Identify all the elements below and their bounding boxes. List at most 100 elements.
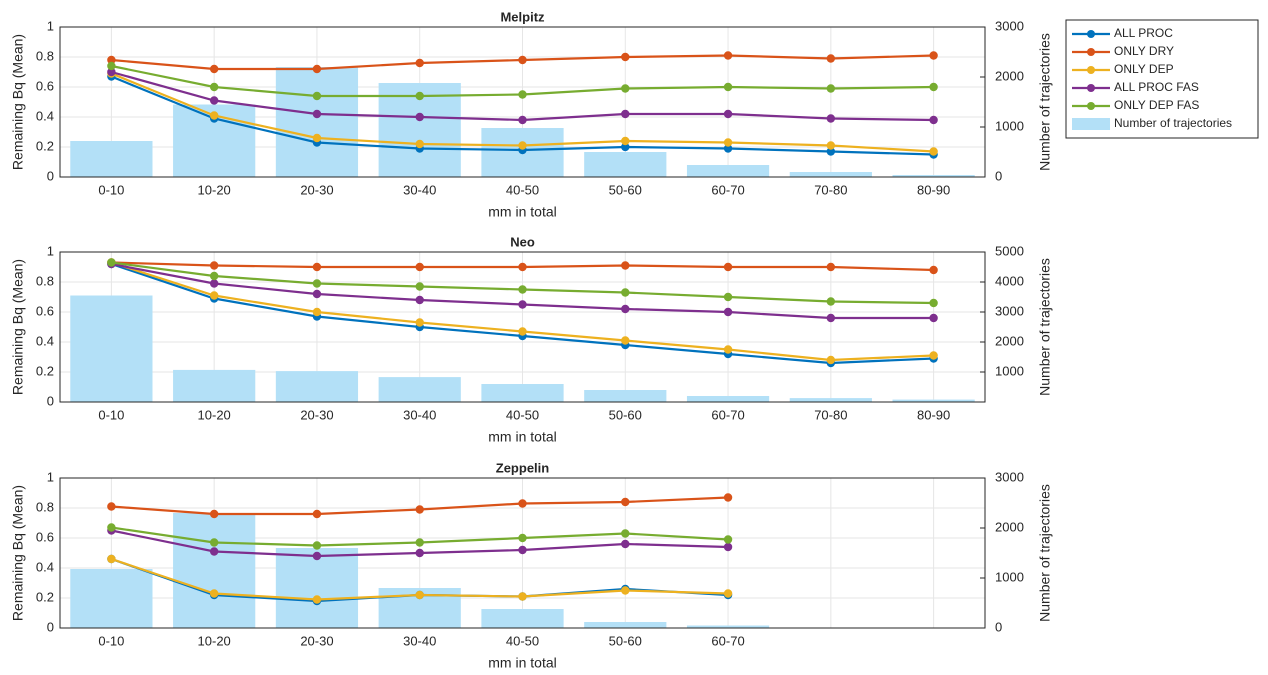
marker (929, 147, 938, 156)
y-tick-label: 0.8 (36, 273, 54, 288)
marker (826, 114, 836, 123)
marker (621, 288, 630, 297)
x-tick-label: 60-70 (711, 633, 744, 648)
marker (312, 595, 322, 604)
marker (415, 505, 424, 514)
bar (686, 625, 770, 628)
x-tick-label: 10-20 (198, 633, 231, 648)
legend-marker (1087, 66, 1095, 74)
bar (481, 384, 564, 402)
x-tick-label: 30-40 (403, 182, 436, 197)
legend-label: ONLY DEP (1114, 62, 1174, 76)
marker (723, 589, 733, 598)
marker (209, 291, 219, 300)
y-tick-label: 1 (47, 243, 54, 258)
x-tick-label: 60-70 (711, 182, 744, 197)
marker (723, 262, 733, 272)
y-axis-label: Remaining Bq (Mean) (10, 34, 26, 170)
chart-title: Melpitz (500, 9, 545, 24)
marker (621, 586, 630, 595)
x-tick-label: 20-30 (300, 407, 333, 422)
y2-tick-label: 1000 (995, 569, 1024, 584)
marker (826, 262, 836, 272)
x-tick-label: 10-20 (198, 407, 231, 422)
x-tick-label: 70-80 (814, 182, 847, 197)
marker (621, 261, 630, 270)
marker (518, 115, 527, 125)
x-axis-label: mm in total (488, 429, 556, 445)
bar (686, 396, 770, 402)
x-tick-label: 80-90 (917, 407, 950, 422)
bar (275, 371, 359, 402)
marker (312, 541, 322, 550)
bar (584, 152, 667, 177)
bar (892, 399, 975, 402)
marker (415, 58, 424, 68)
marker (415, 318, 424, 327)
bar (173, 369, 256, 402)
legend-label: Number of trajectories (1114, 116, 1232, 130)
marker (621, 529, 630, 538)
y2-axis-label: Number of trajectories (1037, 33, 1053, 171)
marker (107, 523, 116, 532)
marker (621, 52, 630, 62)
marker (415, 590, 424, 600)
marker (415, 538, 424, 547)
legend-marker (1087, 84, 1095, 92)
marker (621, 304, 630, 314)
y2-tick-label: 3000 (995, 469, 1024, 484)
marker (209, 279, 219, 288)
marker (312, 262, 322, 272)
y2-tick-label: 1000 (995, 118, 1024, 133)
marker (723, 82, 733, 92)
marker (621, 539, 630, 549)
x-tick-label: 0-10 (98, 633, 124, 648)
x-tick-label: 30-40 (403, 633, 436, 648)
bar (70, 295, 153, 402)
marker (312, 64, 322, 74)
y-tick-label: 0 (47, 393, 54, 408)
marker (723, 51, 733, 60)
marker (518, 545, 527, 555)
legend-swatch (1072, 118, 1110, 130)
x-tick-label: 80-90 (917, 182, 950, 197)
bar (892, 175, 975, 177)
marker (209, 589, 219, 598)
marker (826, 147, 836, 156)
x-tick-label: 40-50 (506, 182, 539, 197)
y2-tick-label: 2000 (995, 68, 1024, 83)
x-tick-label: 60-70 (711, 407, 744, 422)
x-tick-label: 20-30 (300, 182, 333, 197)
y-tick-label: 0.8 (36, 499, 54, 514)
y2-tick-label: 1000 (995, 363, 1024, 378)
marker (723, 138, 733, 147)
marker (826, 141, 836, 150)
bar (70, 141, 153, 177)
marker (723, 144, 733, 153)
marker (518, 592, 527, 601)
x-tick-label: 30-40 (403, 407, 436, 422)
y-tick-label: 0.4 (36, 559, 54, 574)
marker (107, 502, 116, 511)
y2-tick-label: 0 (995, 619, 1002, 634)
bar (173, 513, 256, 628)
marker (826, 297, 836, 306)
marker (518, 499, 527, 508)
y-tick-label: 0.4 (36, 108, 54, 123)
marker (518, 327, 527, 336)
marker (621, 109, 630, 119)
y2-tick-label: 3000 (995, 303, 1024, 318)
x-axis-label: mm in total (488, 204, 556, 220)
marker (518, 300, 527, 309)
marker (107, 67, 116, 77)
marker (826, 54, 836, 63)
bar (378, 377, 461, 402)
marker (209, 538, 219, 547)
x-tick-label: 20-30 (300, 633, 333, 648)
legend-marker (1087, 102, 1095, 110)
y-tick-label: 0.2 (36, 589, 54, 604)
x-axis-label: mm in total (488, 655, 556, 671)
y2-tick-label: 0 (995, 168, 1002, 183)
